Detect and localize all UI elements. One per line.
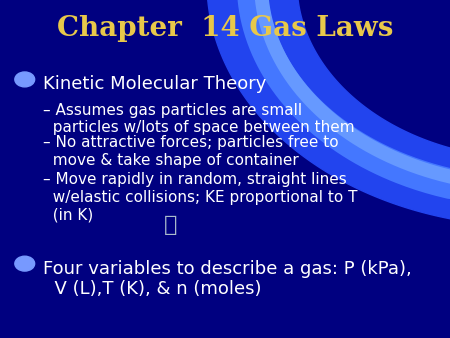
Text: – No attractive forces; particles free to
  move & take shape of container: – No attractive forces; particles free t…	[43, 135, 338, 168]
Text: – Move rapidly in random, straight lines
  w/elastic collisions; KE proportional: – Move rapidly in random, straight lines…	[43, 172, 357, 222]
Text: Four variables to describe a gas: P (kPa),
  V (L),T (K), & n (moles): Four variables to describe a gas: P (kPa…	[43, 260, 411, 298]
Circle shape	[15, 256, 35, 271]
Text: 🔈: 🔈	[164, 215, 178, 235]
Text: Chapter  14 Gas Laws: Chapter 14 Gas Laws	[57, 15, 393, 42]
Polygon shape	[207, 0, 450, 226]
Circle shape	[15, 72, 35, 87]
Text: – Assumes gas particles are small
  particles w/lots of space between them: – Assumes gas particles are small partic…	[43, 103, 355, 136]
Text: Kinetic Molecular Theory: Kinetic Molecular Theory	[43, 75, 266, 93]
